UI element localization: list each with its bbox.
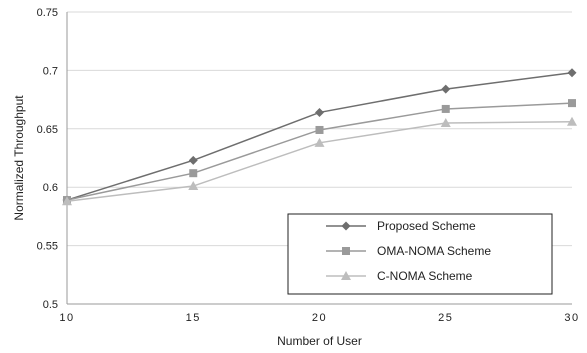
series-line [66,71,573,201]
legend-item: C-NOMA Scheme [326,269,473,283]
y-tick-label: 0.55 [37,241,58,253]
data-point [315,107,324,117]
x-tick-label: 10 [59,312,74,324]
legend: Proposed Scheme OMA-NOMA Scheme C-NOMA Sch… [287,213,553,295]
data-point [441,84,451,94]
data-point [188,181,199,191]
legend-item: OMA-NOMA Scheme [326,244,491,258]
legend-box [287,213,553,295]
legend-label: OMA-NOMA Scheme [377,244,491,258]
data-point [441,104,450,113]
y-tick-label: 0.6 [43,182,58,194]
y-tick-labels: 0.5 0.55 0.6 0.65 0.7 0.75 [37,7,58,311]
x-tick-label: 20 [312,312,327,324]
series-line [66,102,573,201]
x-tick-label: 15 [186,312,201,324]
data-point [440,117,451,127]
y-tick-label: 0.7 [43,65,58,77]
y-tick-label: 0.65 [37,124,58,136]
data-point [567,116,577,126]
data-point [314,137,325,147]
legend-label: C-NOMA Scheme [377,269,473,283]
data-point [189,169,198,178]
x-tick-label: 25 [438,312,453,324]
legend-label: Proposed Scheme [377,219,476,233]
data-point [315,125,324,134]
y-axis-title: Normalized Throughput [12,95,26,221]
x-axis-title: Number of User [277,334,362,348]
data-point [567,68,577,78]
data-point [342,247,350,255]
y-tick-label: 0.75 [37,7,58,19]
data-point [341,271,351,280]
data-point [188,155,198,165]
series-proposed-scheme [62,68,577,205]
x-tick-label: 30 [564,312,579,324]
series-c-noma-scheme [62,116,577,206]
data-point [341,221,351,231]
data-point [568,99,576,108]
series-group [62,68,577,206]
axes [66,12,572,305]
data-point [62,196,72,206]
y-tick-label: 0.5 [43,299,58,311]
legend-item: Proposed Scheme [326,219,476,233]
x-tick-labels: 10 15 20 25 30 [59,312,579,324]
